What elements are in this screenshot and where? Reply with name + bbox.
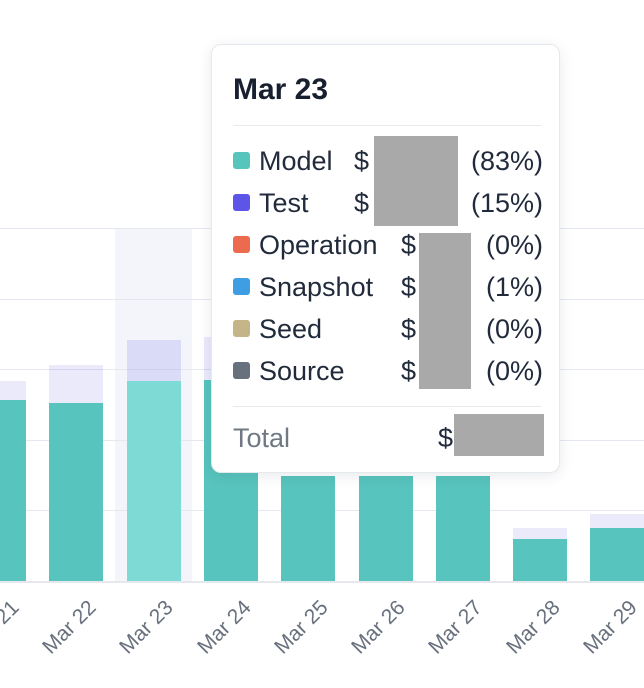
currency-symbol: $ <box>401 230 417 260</box>
bar-model-mar-27[interactable] <box>435 476 490 581</box>
series-percent: (0%) <box>485 314 543 344</box>
tooltip-row-operation: Operation $ (0%) <box>212 228 561 270</box>
series-label: Seed <box>259 314 323 344</box>
bar-model-mar-21[interactable] <box>0 399 26 581</box>
series-label: Snapshot <box>259 272 374 302</box>
source-series-swatch <box>233 362 250 379</box>
series-label: Model <box>259 146 333 176</box>
bar-test-mar-23[interactable] <box>126 339 181 381</box>
redacted-value-overlay <box>454 414 544 456</box>
redacted-value-overlay <box>374 136 458 226</box>
x-axis-label-mar-27: Mar 27 <box>424 596 488 659</box>
total-label: Total <box>233 423 291 453</box>
tooltip-divider-total <box>233 406 541 407</box>
series-percent: (15%) <box>470 188 543 218</box>
tooltip-row-source: Source $ (0%) <box>212 354 561 396</box>
redacted-value-overlay <box>419 233 471 389</box>
x-axis-label-mar-25: Mar 25 <box>269 596 333 659</box>
tooltip-title: Mar 23 <box>233 73 329 106</box>
x-axis-label-mar-21: Mar 21 <box>0 596 24 659</box>
bar-model-mar-26[interactable] <box>358 476 413 581</box>
bar-model-mar-23[interactable] <box>126 380 181 581</box>
bar-model-mar-25[interactable] <box>281 476 336 581</box>
series-label: Operation <box>259 230 378 260</box>
snapshot-series-swatch <box>233 278 250 295</box>
currency-symbol: $ <box>401 356 417 386</box>
x-axis-label-mar-29: Mar 29 <box>579 596 642 659</box>
tooltip-row-test: Test $ (15%) <box>212 186 561 228</box>
series-label: Source <box>259 356 345 386</box>
tooltip-row-total: Total $ <box>212 421 561 463</box>
currency-symbol: $ <box>354 146 370 176</box>
tooltip-row-seed: Seed $ (0%) <box>212 312 561 354</box>
currency-symbol: $ <box>401 272 417 302</box>
tooltip-row-snapshot: Snapshot $ (1%) <box>212 270 561 312</box>
currency-symbol: $ <box>354 188 370 218</box>
x-axis-label-mar-26: Mar 26 <box>347 596 410 659</box>
series-percent: (0%) <box>485 356 543 386</box>
bar-test-mar-28[interactable] <box>513 528 568 539</box>
series-label: Test <box>259 188 309 218</box>
bar-model-mar-22[interactable] <box>49 403 104 581</box>
x-axis-label-mar-28: Mar 28 <box>501 596 565 659</box>
x-axis-line <box>0 581 644 583</box>
tooltip-row-model: Model $ (83%) <box>212 144 561 186</box>
model-series-swatch <box>233 152 250 169</box>
currency-symbol: $ <box>438 423 454 453</box>
bar-test-mar-21[interactable] <box>0 380 26 400</box>
currency-symbol: $ <box>401 314 417 344</box>
series-percent: (0%) <box>485 230 543 260</box>
series-percent: (1%) <box>485 272 543 302</box>
bar-test-mar-22[interactable] <box>49 364 104 404</box>
operation-series-swatch <box>233 236 250 253</box>
tooltip-divider-top <box>233 125 541 126</box>
test-series-swatch <box>233 194 250 211</box>
series-percent: (83%) <box>470 146 543 176</box>
bar-model-mar-29[interactable] <box>590 528 644 581</box>
x-axis-label-mar-24: Mar 24 <box>192 596 256 659</box>
chart-tooltip: Mar 23 Model $ (83%) Test $ (15%) Operat… <box>211 44 560 473</box>
bar-model-mar-28[interactable] <box>513 538 568 581</box>
x-axis-label-mar-22: Mar 22 <box>38 596 101 659</box>
seed-series-swatch <box>233 320 250 337</box>
bar-test-mar-29[interactable] <box>590 514 644 529</box>
x-axis-label-mar-23: Mar 23 <box>115 596 178 659</box>
